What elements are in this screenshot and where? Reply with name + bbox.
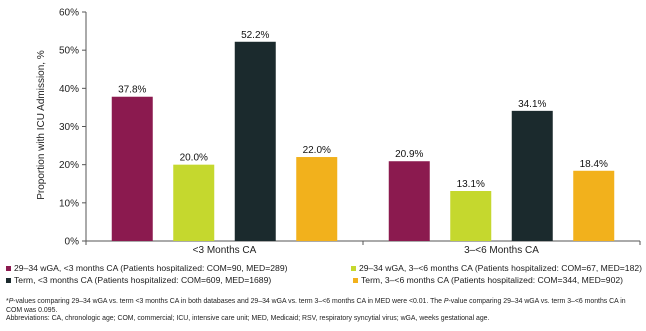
bar (573, 170, 615, 241)
y-tick-label: 0% (65, 237, 80, 248)
legend: 29–34 wGA, <3 months CA (Patients hospit… (6, 263, 642, 286)
legend-item-2: 29–34 wGA, 3–<6 months CA (Patients hosp… (350, 263, 642, 275)
bars (111, 41, 615, 241)
bar (511, 110, 553, 241)
bar (111, 96, 153, 241)
x-tick-label: 3–<6 Months CA (464, 245, 539, 256)
legend-item-4: Term, 3–<6 months CA (Patients hospitali… (353, 275, 623, 287)
y-tick-label: 30% (59, 122, 79, 133)
bar-value-label: 37.8% (118, 85, 146, 96)
y-tick-label: 10% (59, 198, 79, 209)
bar (296, 157, 338, 241)
bar-value-label: 22.0% (303, 145, 331, 156)
data-labels: 37.8% 20.0% 52.2% 22.0% 20.9% 13.1% 34.1% 18.4% (118, 30, 608, 190)
bar-value-label: 20.0% (180, 153, 208, 164)
legend-label-4: Term, 3–<6 months CA (Patients hospitali… (361, 274, 623, 285)
legend-row-2: Term, <3 months CA (Patients hospitalize… (6, 275, 642, 287)
bar-value-label: 13.1% (457, 179, 485, 190)
x-tick-label: <3 Months CA (193, 245, 257, 256)
bar-value-label: 52.2% (241, 30, 269, 41)
bar (173, 164, 215, 241)
legend-swatch-1 (6, 266, 11, 272)
y-tick-label: 60% (59, 8, 79, 19)
bar (388, 161, 430, 241)
legend-swatch-2 (350, 266, 356, 272)
legend-label-2: 29–34 wGA, 3–<6 months CA (Patients hosp… (358, 263, 642, 273)
legend-swatch-3 (6, 277, 11, 283)
legend-item-1: 29–34 wGA, <3 months CA (Patients hospit… (6, 263, 351, 275)
bar (450, 191, 492, 241)
footnote-pvalues: *P-values comparing 29–34 wGA vs. term <… (6, 298, 626, 314)
y-tick-label: 40% (59, 84, 79, 95)
legend-item-3: Term, <3 months CA (Patients hospitalize… (6, 275, 353, 287)
bar-value-label: 34.1% (518, 99, 546, 110)
footnote-abbreviations: Abbreviations: CA, chronologic age; COM,… (6, 315, 490, 323)
icu-admission-chart: 0% 10% 20% 30% 40% 50% 60% <3 Months CA 3–<6 Mo… (36, 8, 641, 256)
y-tick-label: 20% (59, 160, 79, 171)
legend-label-1: 29–34 wGA, <3 months CA (Patients hospit… (14, 263, 288, 273)
legend-label-3: Term, <3 months CA (Patients hospitalize… (14, 274, 272, 285)
legend-row-1: 29–34 wGA, <3 months CA (Patients hospit… (6, 263, 642, 275)
legend-swatch-4 (353, 277, 358, 283)
y-axis-label: Proportion with ICU Admission, % (36, 50, 47, 200)
y-tick-label: 50% (59, 46, 79, 57)
y-axis: 0% 10% 20% 30% 40% 50% 60% (59, 8, 87, 248)
bar-value-label: 20.9% (395, 149, 423, 160)
x-axis: <3 Months CA 3–<6 Months CA (85, 240, 641, 256)
bar-value-label: 18.4% (580, 159, 608, 170)
bar (234, 41, 276, 241)
footnotes: *P-values comparing 29–34 wGA vs. term <… (6, 298, 642, 324)
